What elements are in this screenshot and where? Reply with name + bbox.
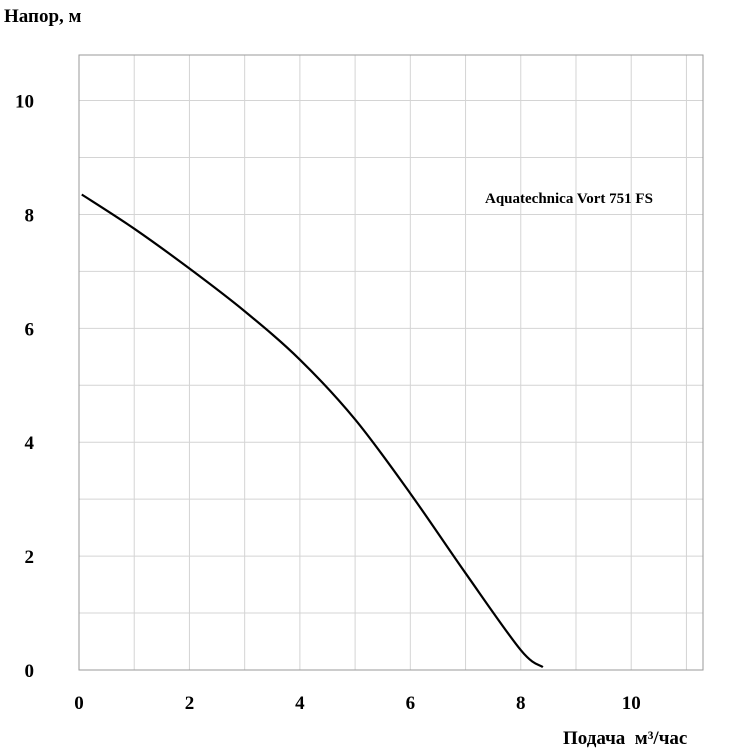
model-annotation: Aquatechnica Vort 751 FS	[485, 191, 653, 207]
x-tick-label: 4	[295, 693, 305, 714]
y-tick-label: 6	[25, 319, 35, 340]
series-line	[81, 193, 544, 669]
y-axis-title: Напор, м	[4, 6, 82, 27]
x-tick-label: 6	[406, 693, 416, 714]
y-tick-label: 2	[25, 547, 35, 568]
x-tick-label: 10	[622, 693, 641, 714]
x-tick-label: 0	[74, 693, 84, 714]
grid	[79, 55, 703, 670]
tick-labels: 0 2 4 6 8 10 0 2 4 6 8 10	[15, 92, 641, 714]
x-axis-title: Подача м³/час	[563, 728, 687, 749]
y-tick-label: 10	[15, 92, 34, 113]
y-tick-label: 4	[25, 433, 35, 454]
x-tick-label: 8	[516, 693, 526, 714]
plot-frame	[78, 54, 704, 671]
series-group	[81, 193, 544, 669]
y-tick-label: 0	[25, 661, 35, 682]
y-tick-label: 8	[25, 205, 35, 226]
x-tick-label: 2	[185, 693, 195, 714]
